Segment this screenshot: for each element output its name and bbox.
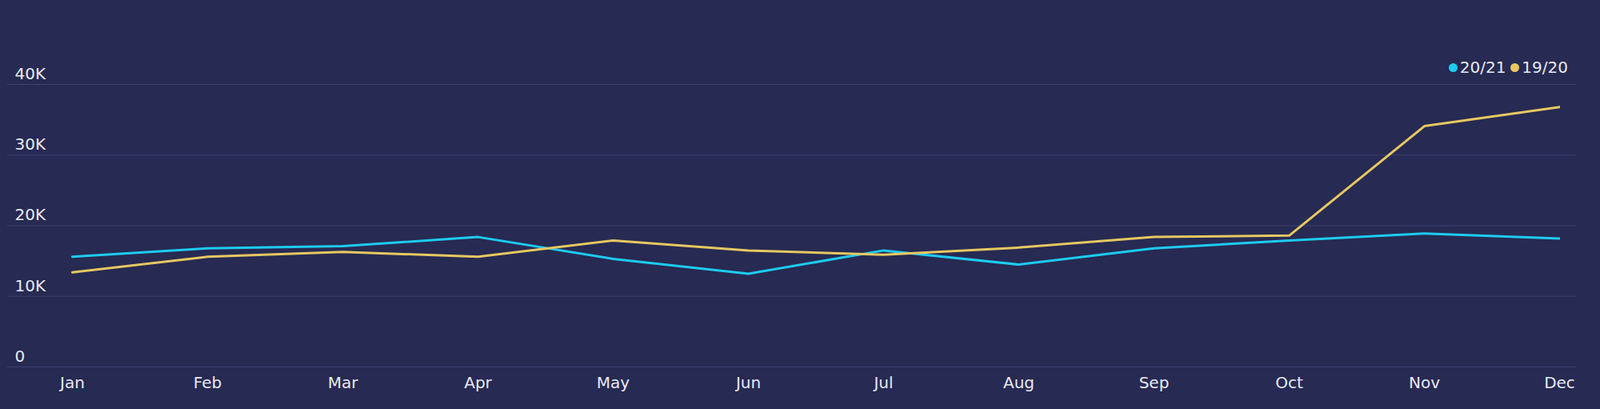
svg-text:Dec: Dec xyxy=(1544,372,1576,392)
svg-text:Sep: Sep xyxy=(1139,372,1170,392)
svg-text:Mar: Mar xyxy=(328,372,360,392)
svg-text:20K: 20K xyxy=(15,204,47,224)
svg-text:Oct: Oct xyxy=(1275,372,1304,392)
html-text:20/21: 20/21 xyxy=(1459,57,1506,77)
svg-text:Nov: Nov xyxy=(1408,372,1440,392)
svg-text:Feb: Feb xyxy=(193,372,222,392)
svg-text:Jun: Jun xyxy=(734,372,761,392)
svg-text:30K: 30K xyxy=(15,134,47,154)
svg-text:10K: 10K xyxy=(15,276,47,296)
svg-text:Jan: Jan xyxy=(58,372,85,392)
svg-text:0: 0 xyxy=(15,346,26,366)
svg-text:Aug: Aug xyxy=(1003,372,1035,392)
svg-text:Apr: Apr xyxy=(464,372,492,392)
svg-text:May: May xyxy=(596,372,631,392)
html-text:19/20: 19/20 xyxy=(1521,57,1568,77)
svg-text:40K: 40K xyxy=(15,64,47,84)
svg-text:Jul: Jul xyxy=(872,372,893,392)
